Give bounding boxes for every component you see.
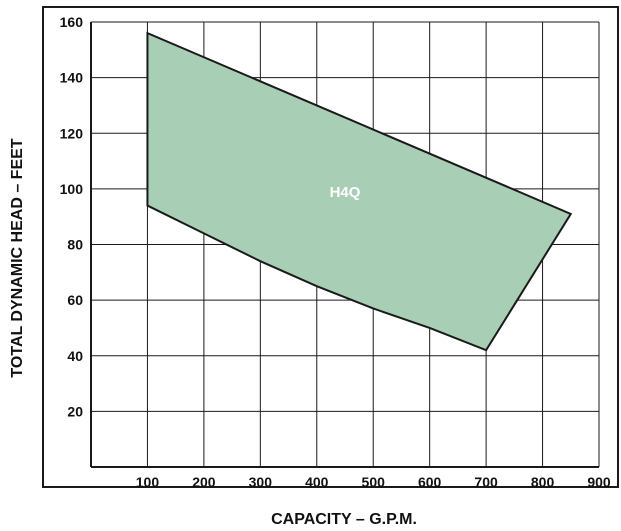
y-axis-label: TOTAL DYNAMIC HEAD – FEET (9, 138, 26, 377)
y-tick-label: 140 (60, 70, 84, 86)
x-tick-labels: 100 200 300 400 500 600 700 800 900 (136, 474, 611, 490)
y-tick-label: 20 (67, 403, 83, 419)
x-tick-label: 200 (192, 474, 216, 490)
x-tick-label: 700 (474, 474, 498, 490)
axes (90, 22, 599, 468)
y-tick-label: 40 (67, 348, 83, 364)
x-tick-label: 300 (249, 474, 273, 490)
x-tick-label: 400 (305, 474, 329, 490)
region-label: H4Q (330, 184, 361, 201)
plot-frame (42, 6, 619, 488)
y-tick-label: 160 (60, 14, 84, 30)
y-tick-label: 120 (60, 125, 84, 141)
y-tick-label: 100 (60, 181, 84, 197)
region-h4q (146, 31, 573, 352)
y-tick-labels: 20 40 60 80 100 120 140 160 (60, 14, 84, 419)
x-axis-label: CAPACITY – G.P.M. (271, 511, 417, 528)
x-tick-label: 100 (136, 474, 160, 490)
x-tick-label: 800 (531, 474, 555, 490)
y-tick-label: 80 (67, 237, 83, 253)
x-tick-label: 500 (362, 474, 386, 490)
y-tick-label: 60 (67, 292, 83, 308)
operating-region: H4Q (146, 31, 573, 352)
x-tick-label: 600 (418, 474, 442, 490)
x-tick-label: 900 (587, 474, 611, 490)
